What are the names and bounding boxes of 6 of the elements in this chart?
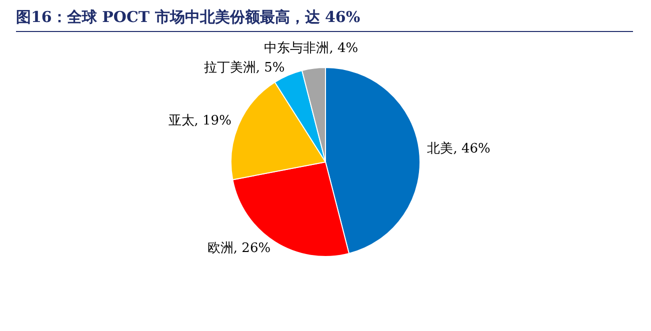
slice-label: 欧洲, 26%: [207, 240, 271, 256]
slice-label: 北美, 46%: [427, 140, 490, 157]
chart-title: 图16：全球 POCT 市场中北美份额最高，达 46%: [16, 8, 633, 32]
slice-label: 拉丁美洲, 5%: [204, 59, 285, 76]
slice-label: 亚太, 19%: [168, 114, 232, 129]
slice-label: 中东与非洲, 4%: [264, 40, 358, 56]
